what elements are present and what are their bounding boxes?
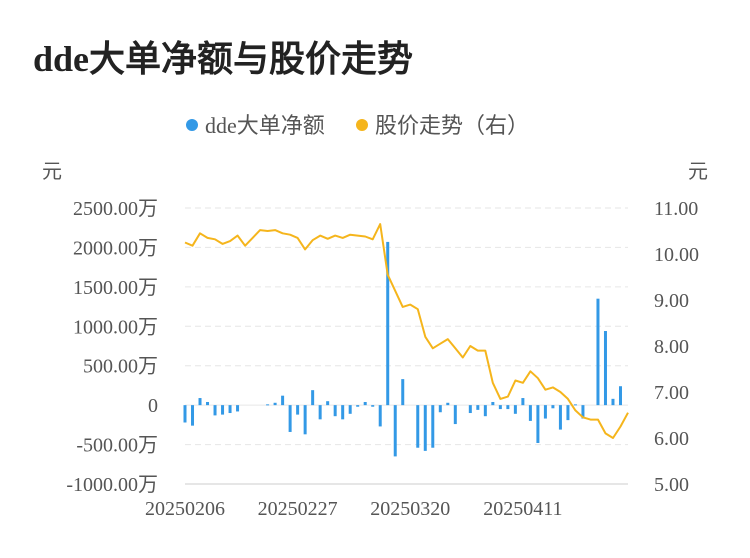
bar [566, 405, 570, 421]
x-tick-label: 20250227 [258, 498, 338, 520]
x-tick-label: 20250320 [370, 498, 450, 520]
bar [318, 405, 322, 420]
bar [476, 405, 480, 410]
bar [393, 405, 397, 457]
bar [603, 331, 607, 406]
bar [236, 405, 240, 412]
bar [573, 404, 577, 406]
bar [446, 402, 450, 406]
bar [431, 405, 435, 448]
bar [581, 405, 585, 419]
bar [536, 405, 540, 443]
legend: dde大单净额 股价走势（右） [186, 113, 529, 138]
right-tick-label: 7.00 [654, 382, 689, 404]
left-tick-label: 2000.00万 [73, 237, 158, 259]
bar [326, 401, 330, 406]
bar [288, 405, 292, 432]
bar [206, 401, 210, 406]
bar [513, 405, 517, 414]
bar [281, 395, 285, 406]
left-axis-ticks: -1000.00万 -500.00万 0 500.00万 1000.00万 1500.00… [66, 198, 158, 496]
left-axis-unit: 元 [42, 161, 62, 183]
x-tick-label: 20250411 [483, 498, 562, 520]
right-tick-label: 9.00 [654, 290, 689, 312]
bar [506, 405, 510, 410]
line-series [184, 223, 629, 439]
left-tick-label: 1000.00万 [73, 316, 158, 338]
bar [221, 405, 225, 415]
price-line [184, 223, 629, 439]
right-tick-label: 8.00 [654, 336, 689, 358]
left-tick-label: -500.00万 [76, 435, 158, 457]
bar [213, 405, 217, 416]
right-tick-label: 6.00 [654, 428, 689, 450]
bar [191, 405, 195, 426]
bar [266, 404, 270, 406]
right-tick-label: 10.00 [654, 244, 699, 266]
bar [543, 405, 547, 419]
bar [438, 405, 442, 413]
left-tick-label: 0 [148, 395, 158, 417]
bar [596, 298, 600, 406]
bar [386, 241, 390, 406]
bar [468, 405, 472, 414]
bar [521, 398, 525, 406]
bar [183, 405, 187, 423]
grid-lines [185, 207, 628, 485]
bar [363, 401, 367, 406]
bar [483, 405, 487, 417]
bar [341, 405, 345, 420]
legend-label: dde大单净额 [205, 113, 325, 138]
bar [311, 390, 315, 406]
left-tick-label: -1000.00万 [66, 474, 158, 496]
bar-series [183, 241, 622, 457]
bar [378, 405, 382, 427]
x-tick-label: 20250206 [145, 498, 225, 520]
legend-label: 股价走势（右） [375, 113, 529, 138]
bar [401, 379, 405, 406]
left-tick-label: 2500.00万 [73, 198, 158, 220]
x-axis-ticks: 20250206 20250227 20250320 20250411 [145, 498, 563, 520]
left-tick-label: 1500.00万 [73, 277, 158, 299]
bar [228, 405, 232, 414]
bar [333, 405, 337, 417]
legend-marker [186, 119, 198, 131]
bar [348, 405, 352, 414]
left-tick-label: 500.00万 [83, 356, 158, 378]
right-axis-ticks: 5.00 6.00 7.00 8.00 9.00 10.00 11.00 [654, 198, 699, 496]
bar [558, 405, 562, 430]
right-axis-unit: 元 [688, 161, 708, 183]
bar [296, 405, 300, 415]
bar [356, 405, 360, 407]
bar [423, 405, 427, 451]
right-tick-label: 5.00 [654, 474, 689, 496]
bar [371, 405, 375, 407]
right-tick-label: 11.00 [654, 198, 698, 220]
bar [618, 386, 622, 406]
bar [491, 401, 495, 406]
bar [498, 405, 502, 410]
bar [611, 398, 615, 406]
bar [453, 405, 457, 425]
legend-marker [356, 119, 368, 131]
bar [416, 405, 420, 448]
bar [528, 405, 532, 421]
bar [551, 405, 555, 409]
bar [303, 405, 307, 435]
bar [198, 398, 202, 406]
page-title: dde大单净额与股价走势 [33, 39, 414, 79]
bar [273, 402, 277, 406]
